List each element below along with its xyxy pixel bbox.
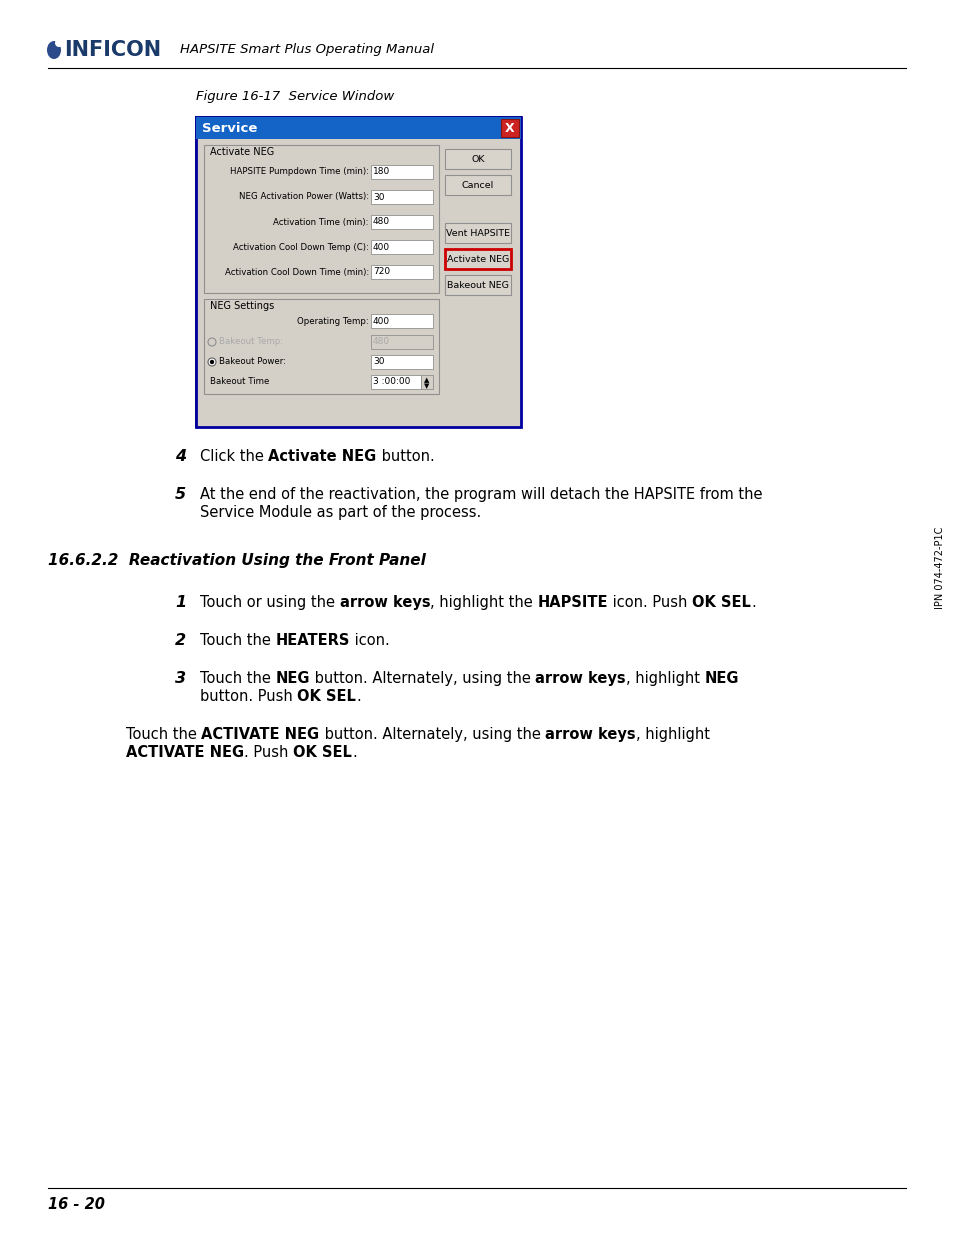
Text: 720: 720: [373, 268, 390, 277]
Bar: [195, 117, 520, 427]
Text: ▼: ▼: [424, 383, 429, 389]
Text: 3: 3: [174, 671, 186, 685]
Text: 30: 30: [373, 357, 384, 367]
Text: Touch or using the: Touch or using the: [200, 595, 339, 610]
Text: arrow keys: arrow keys: [339, 595, 430, 610]
Text: 16.6.2.2  Reactivation Using the Front Panel: 16.6.2.2 Reactivation Using the Front Pa…: [48, 553, 425, 568]
Text: 16 - 20: 16 - 20: [48, 1197, 105, 1212]
Circle shape: [208, 338, 215, 346]
Text: 2: 2: [174, 634, 186, 648]
Text: INFICON: INFICON: [64, 40, 161, 61]
Bar: [371, 266, 433, 279]
Text: Cancel: Cancel: [461, 180, 494, 189]
Bar: [371, 165, 433, 179]
Text: , highlight: , highlight: [635, 727, 709, 742]
Bar: [371, 190, 433, 204]
Text: Bakeout NEG: Bakeout NEG: [447, 280, 508, 289]
Text: OK SEL: OK SEL: [297, 689, 355, 704]
Text: At the end of the reactivation, the program will detach the HAPSITE from the: At the end of the reactivation, the prog…: [200, 487, 761, 501]
Bar: [444, 149, 511, 169]
Text: Vent HAPSITE: Vent HAPSITE: [446, 228, 510, 237]
Text: , highlight: , highlight: [625, 671, 704, 685]
Bar: [371, 335, 433, 350]
Text: 480: 480: [373, 217, 390, 226]
Text: Bakeout Time: Bakeout Time: [210, 378, 269, 387]
Text: arrow keys: arrow keys: [535, 671, 625, 685]
Text: , highlight the: , highlight the: [430, 595, 537, 610]
Text: NEG Settings: NEG Settings: [210, 301, 274, 311]
Text: 1: 1: [174, 595, 186, 610]
Text: Activate NEG: Activate NEG: [446, 254, 509, 263]
Text: . Push: . Push: [244, 745, 293, 760]
Bar: [444, 224, 511, 243]
Bar: [444, 249, 511, 269]
Text: icon.: icon.: [350, 634, 389, 648]
Circle shape: [208, 358, 215, 366]
Text: 400: 400: [373, 242, 390, 252]
Text: HEATERS: HEATERS: [275, 634, 350, 648]
Text: ▲: ▲: [424, 377, 429, 383]
Text: 3 :00:00: 3 :00:00: [373, 378, 410, 387]
Text: button. Alternately, using the: button. Alternately, using the: [319, 727, 544, 742]
Text: button.: button.: [376, 450, 434, 464]
Bar: [371, 215, 433, 228]
Text: HAPSITE Pumpdown Time (min):: HAPSITE Pumpdown Time (min):: [230, 168, 369, 177]
Text: Service Module as part of the process.: Service Module as part of the process.: [200, 505, 480, 520]
Bar: [204, 144, 438, 293]
Circle shape: [210, 359, 214, 364]
Text: ACTIVATE NEG: ACTIVATE NEG: [126, 745, 244, 760]
Text: Activate NEG: Activate NEG: [210, 147, 274, 157]
Bar: [195, 117, 520, 140]
Text: icon. Push: icon. Push: [607, 595, 691, 610]
Bar: [444, 175, 511, 195]
Text: HAPSITE: HAPSITE: [537, 595, 607, 610]
Text: Activation Cool Down Temp (C):: Activation Cool Down Temp (C):: [233, 242, 369, 252]
Text: X: X: [505, 121, 515, 135]
Text: 5: 5: [174, 487, 186, 501]
Text: Click the: Click the: [200, 450, 268, 464]
Text: 480: 480: [373, 337, 390, 347]
Text: .: .: [352, 745, 356, 760]
Text: HAPSITE Smart Plus Operating Manual: HAPSITE Smart Plus Operating Manual: [180, 43, 434, 57]
Bar: [194, 116, 521, 429]
Text: OK SEL: OK SEL: [293, 745, 352, 760]
Text: 4: 4: [174, 450, 186, 464]
Text: NEG Activation Power (Watts):: NEG Activation Power (Watts):: [238, 193, 369, 201]
Text: 400: 400: [373, 316, 390, 326]
Bar: [204, 299, 438, 394]
Bar: [420, 375, 433, 389]
Text: .: .: [355, 689, 360, 704]
Text: Service: Service: [202, 121, 257, 135]
Text: Bakeout Temp:: Bakeout Temp:: [219, 337, 283, 347]
Text: OK: OK: [471, 154, 484, 163]
Text: NEG: NEG: [275, 671, 310, 685]
Text: 30: 30: [373, 193, 384, 201]
Text: button. Alternately, using the: button. Alternately, using the: [310, 671, 535, 685]
Text: arrow keys: arrow keys: [544, 727, 635, 742]
Text: OK SEL: OK SEL: [691, 595, 750, 610]
Bar: [500, 119, 518, 137]
Text: Touch the: Touch the: [200, 671, 275, 685]
Text: Activation Time (min):: Activation Time (min):: [274, 217, 369, 226]
Text: Activation Cool Down Time (min):: Activation Cool Down Time (min):: [225, 268, 369, 277]
Bar: [444, 275, 511, 295]
Text: button. Push: button. Push: [200, 689, 297, 704]
Bar: [371, 314, 433, 329]
Text: ACTIVATE NEG: ACTIVATE NEG: [201, 727, 319, 742]
Text: Touch the: Touch the: [200, 634, 275, 648]
Text: Touch the: Touch the: [126, 727, 201, 742]
Ellipse shape: [47, 41, 61, 59]
Bar: [371, 354, 433, 369]
Text: Activate NEG: Activate NEG: [268, 450, 376, 464]
Bar: [371, 240, 433, 254]
Text: Operating Temp:: Operating Temp:: [297, 316, 369, 326]
Ellipse shape: [55, 40, 63, 47]
Text: Bakeout Power:: Bakeout Power:: [219, 357, 286, 367]
Text: 180: 180: [373, 168, 390, 177]
Bar: [371, 375, 420, 389]
Text: NEG: NEG: [704, 671, 739, 685]
Text: IPN 074-472-P1C: IPN 074-472-P1C: [934, 527, 944, 609]
Text: Figure 16-17  Service Window: Figure 16-17 Service Window: [195, 90, 394, 103]
Text: .: .: [750, 595, 755, 610]
